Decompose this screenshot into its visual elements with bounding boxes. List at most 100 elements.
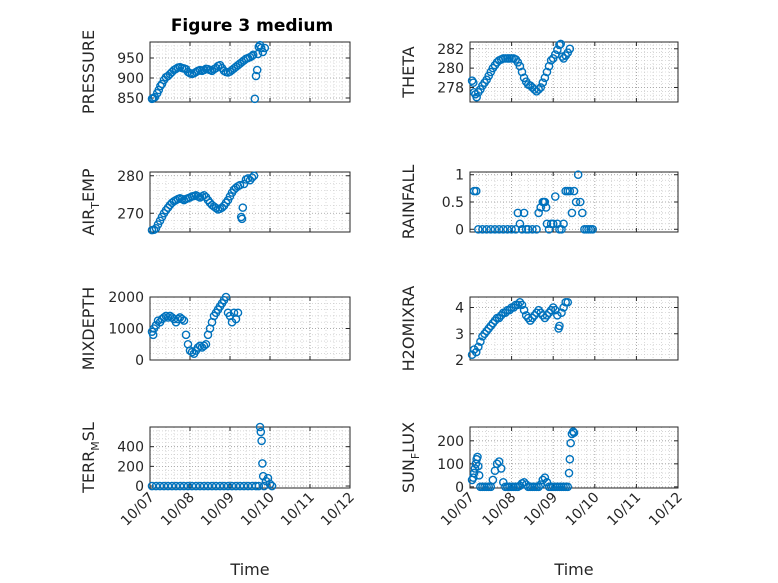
data-series-terr_msl xyxy=(147,422,277,491)
data-point xyxy=(161,311,171,321)
data-point xyxy=(517,67,527,77)
data-point xyxy=(567,208,577,218)
data-point xyxy=(565,454,575,464)
data-series-mixdepth xyxy=(147,292,243,359)
data-point xyxy=(474,461,483,471)
data-point xyxy=(555,40,564,50)
data-point xyxy=(498,224,508,234)
data-point xyxy=(494,224,504,234)
data-point xyxy=(573,170,583,180)
data-point xyxy=(256,427,266,437)
data-point xyxy=(231,481,241,491)
data-point xyxy=(163,313,173,322)
data-point xyxy=(478,224,487,234)
data-point xyxy=(540,73,550,83)
x-tick-label: 10/09 xyxy=(521,490,561,530)
data-point xyxy=(235,180,245,190)
y-tick-label: 0 xyxy=(455,480,464,496)
data-point xyxy=(519,208,529,218)
data-point xyxy=(258,47,268,57)
data-point xyxy=(536,83,546,92)
data-point xyxy=(187,481,197,491)
data-point xyxy=(267,481,277,491)
data-point xyxy=(223,481,233,491)
axes-box xyxy=(149,171,351,233)
data-point xyxy=(149,225,159,235)
axes-box xyxy=(469,41,679,103)
y-axis-label: RAINFALL xyxy=(399,165,418,240)
data-point xyxy=(195,481,205,491)
subplot-mixdepth: 0 1000 2000 MIXDEPTH xyxy=(79,287,351,370)
y-tick-label: 0 xyxy=(135,353,144,369)
data-point xyxy=(473,452,482,462)
data-point xyxy=(569,186,579,196)
data-point xyxy=(550,192,560,201)
data-point xyxy=(564,468,574,478)
x-tick-label: 10/10 xyxy=(238,490,278,530)
y-tick-label: 280 xyxy=(117,169,144,185)
data-point xyxy=(515,219,525,229)
data-point xyxy=(538,78,548,87)
data-point xyxy=(540,473,550,482)
data-point xyxy=(557,224,566,234)
x-tick-label: 10/09 xyxy=(198,490,238,530)
data-point xyxy=(557,308,566,318)
data-point xyxy=(191,481,201,491)
data-point xyxy=(148,330,158,340)
x-tick-label: 10/11 xyxy=(604,490,644,530)
data-point xyxy=(469,468,479,478)
data-point xyxy=(239,481,249,491)
x-tick-label: 10/08 xyxy=(158,490,198,530)
data-series-sun_flux xyxy=(467,427,579,492)
x-tick-label: 10/12 xyxy=(646,490,686,530)
data-point xyxy=(488,475,498,485)
data-point xyxy=(555,321,564,331)
data-point xyxy=(235,481,245,491)
data-point xyxy=(515,61,525,71)
data-point xyxy=(571,197,581,207)
y-tick-label: 282 xyxy=(437,42,464,58)
data-point xyxy=(179,481,189,491)
data-point xyxy=(201,339,211,349)
data-point xyxy=(177,314,187,324)
y-tick-label: 1000 xyxy=(108,322,144,338)
data-point xyxy=(559,219,568,229)
data-point xyxy=(534,482,543,492)
data-point xyxy=(542,219,552,229)
data-point xyxy=(199,481,209,491)
data-point xyxy=(472,92,481,102)
y-tick-label: 850 xyxy=(117,91,144,107)
data-point xyxy=(258,459,267,468)
data-point xyxy=(207,481,217,491)
y-tick-label: 4 xyxy=(455,301,464,317)
data-point xyxy=(575,197,585,207)
data-point xyxy=(476,337,485,346)
axes-box xyxy=(469,426,679,489)
y-axis-label: PRESSURE xyxy=(79,30,98,114)
y-axis-label: AIRTEMP xyxy=(79,168,102,235)
data-point xyxy=(548,219,558,229)
axes-box xyxy=(149,426,351,489)
data-point xyxy=(159,481,169,491)
data-point xyxy=(179,316,189,325)
data-point xyxy=(534,85,543,94)
data-point xyxy=(569,428,579,438)
data-point xyxy=(563,482,573,492)
data-point xyxy=(211,481,221,491)
data-point xyxy=(199,341,209,351)
y-tick-label: 0 xyxy=(135,479,144,495)
y-axis-label: MIXDEPTH xyxy=(79,287,98,370)
data-point xyxy=(482,224,491,234)
y-tick-label: 200 xyxy=(117,459,144,475)
y-tick-label: 280 xyxy=(437,61,464,77)
data-point xyxy=(517,300,527,310)
data-point xyxy=(175,481,185,491)
x-tick-label: 10/08 xyxy=(480,490,520,530)
data-point xyxy=(556,39,565,49)
data-point xyxy=(467,76,477,86)
data-point xyxy=(257,436,266,446)
subplot-theta: 278 280 282 THETA xyxy=(399,39,679,103)
data-point xyxy=(503,224,512,234)
data-point xyxy=(252,65,262,75)
